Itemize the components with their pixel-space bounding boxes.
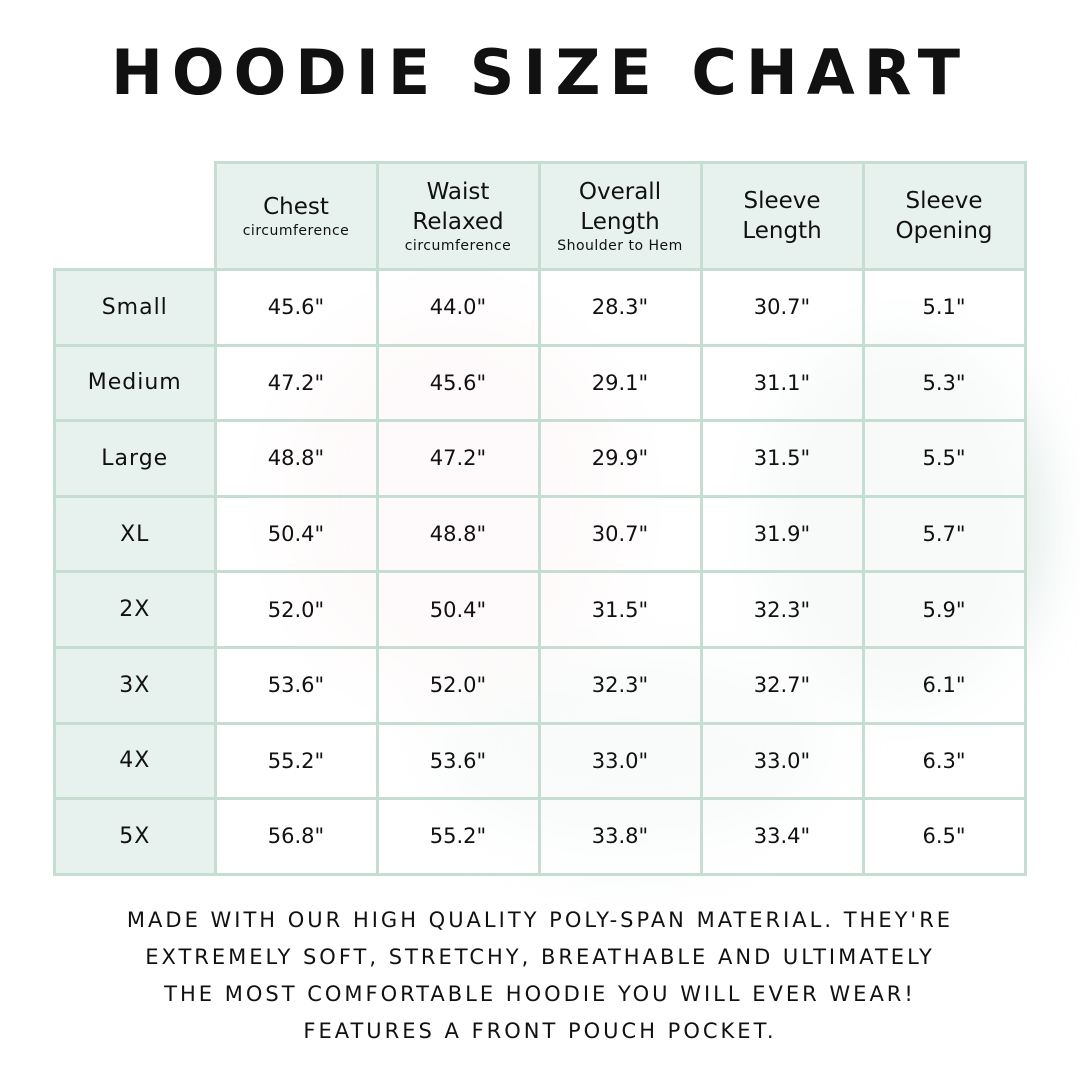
measurement-cell: 32.3" bbox=[537, 645, 703, 725]
measurement-cell: 5.1" bbox=[861, 268, 1027, 347]
measurement-cell: 56.8" bbox=[213, 797, 379, 876]
size-label: 5X bbox=[53, 797, 217, 876]
measurement-cell: 47.2" bbox=[213, 343, 379, 423]
page-title: HOODIE SIZE CHART bbox=[110, 36, 969, 109]
column-sublabel: circumference bbox=[242, 223, 350, 239]
description-line: Features a front pouch pocket. bbox=[303, 1019, 777, 1043]
column-label: Sleeve Length bbox=[742, 188, 822, 244]
size-label: 3X bbox=[53, 645, 217, 725]
measurement-cell: 52.0" bbox=[213, 570, 379, 649]
measurement-cell: 5.5" bbox=[861, 419, 1027, 498]
measurement-cell: 31.5" bbox=[699, 419, 865, 498]
measurement-cell: 50.4" bbox=[375, 570, 541, 649]
column-header: Overall Length Shoulder to Hem bbox=[537, 161, 703, 271]
measurement-cell: 48.8" bbox=[375, 494, 541, 574]
table-row: 5X 56.8" 55.2" 33.8" 33.4" 6.5" bbox=[53, 797, 1027, 876]
size-label: Large bbox=[53, 419, 217, 498]
measurement-cell: 47.2" bbox=[375, 419, 541, 498]
measurement-cell: 28.3" bbox=[537, 268, 703, 347]
size-label: 2X bbox=[53, 570, 217, 649]
measurement-cell: 32.7" bbox=[699, 645, 865, 725]
measurement-cell: 29.9" bbox=[537, 419, 703, 498]
measurement-cell: 33.4" bbox=[699, 797, 865, 876]
measurement-cell: 45.6" bbox=[375, 343, 541, 423]
measurement-cell: 32.3" bbox=[699, 570, 865, 649]
table-row: 4X 55.2" 53.6" 33.0" 33.0" 6.3" bbox=[53, 721, 1027, 801]
measurement-cell: 31.5" bbox=[537, 570, 703, 649]
table-row: Medium 47.2" 45.6" 29.1" 31.1" 5.3" bbox=[53, 343, 1027, 423]
description-line: extremely soft, stretchy, breathable and… bbox=[145, 945, 935, 969]
table-row: Small 45.6" 44.0" 28.3" 30.7" 5.1" bbox=[53, 268, 1027, 347]
measurement-cell: 55.2" bbox=[375, 797, 541, 876]
column-label: Chest bbox=[263, 194, 329, 220]
measurement-cell: 5.3" bbox=[861, 343, 1027, 423]
measurement-cell: 29.1" bbox=[537, 343, 703, 423]
measurement-cell: 33.0" bbox=[537, 721, 703, 801]
size-label: 4X bbox=[53, 721, 217, 801]
size-label: Medium bbox=[53, 343, 217, 423]
column-sublabel: circumference bbox=[404, 238, 512, 254]
measurement-cell: 33.0" bbox=[699, 721, 865, 801]
description-line: the most comfortable hoodie you will eve… bbox=[164, 982, 916, 1006]
measurement-cell: 5.7" bbox=[861, 494, 1027, 574]
measurement-cell: 6.1" bbox=[861, 645, 1027, 725]
column-label: Sleeve Opening bbox=[895, 188, 993, 244]
measurement-cell: 50.4" bbox=[213, 494, 379, 574]
size-table: Chest circumference Waist Relaxed circumfer… bbox=[53, 161, 1027, 876]
measurement-cell: 5.9" bbox=[861, 570, 1027, 649]
description-line: Made with our high quality poly-span mat… bbox=[126, 908, 954, 932]
measurement-cell: 55.2" bbox=[213, 721, 379, 801]
description: Made with our high quality poly-span mat… bbox=[0, 902, 1080, 1050]
measurement-cell: 52.0" bbox=[375, 645, 541, 725]
measurement-cell: 33.8" bbox=[537, 797, 703, 876]
header-row: Chest circumference Waist Relaxed circumfer… bbox=[55, 161, 1027, 271]
column-label: Overall Length bbox=[578, 179, 662, 235]
size-label: Small bbox=[53, 268, 217, 347]
measurement-cell: 30.7" bbox=[699, 268, 865, 347]
measurement-cell: 6.5" bbox=[861, 797, 1027, 876]
column-header: Sleeve Length bbox=[699, 161, 865, 271]
column-sublabel: Shoulder to Hem bbox=[557, 238, 683, 254]
measurement-cell: 6.3" bbox=[861, 721, 1027, 801]
table-row: Large 48.8" 47.2" 29.9" 31.5" 5.5" bbox=[53, 419, 1027, 498]
table-row: 2X 52.0" 50.4" 31.5" 32.3" 5.9" bbox=[53, 570, 1027, 649]
measurement-cell: 53.6" bbox=[213, 645, 379, 725]
measurement-cell: 53.6" bbox=[375, 721, 541, 801]
column-header: Waist Relaxed circumference bbox=[375, 161, 541, 271]
column-label: Waist Relaxed bbox=[412, 179, 504, 235]
table-row: XL 50.4" 48.8" 30.7" 31.9" 5.7" bbox=[53, 494, 1027, 574]
measurement-cell: 31.1" bbox=[699, 343, 865, 423]
corner-cell bbox=[55, 163, 216, 270]
measurement-cell: 30.7" bbox=[537, 494, 703, 574]
measurement-cell: 45.6" bbox=[213, 268, 379, 347]
size-label: XL bbox=[53, 494, 217, 574]
column-header: Chest circumference bbox=[213, 161, 379, 271]
table-row: 3X 53.6" 52.0" 32.3" 32.7" 6.1" bbox=[53, 645, 1027, 725]
column-header: Sleeve Opening bbox=[861, 161, 1027, 271]
measurement-cell: 31.9" bbox=[699, 494, 865, 574]
measurement-cell: 48.8" bbox=[213, 419, 379, 498]
measurement-cell: 44.0" bbox=[375, 268, 541, 347]
